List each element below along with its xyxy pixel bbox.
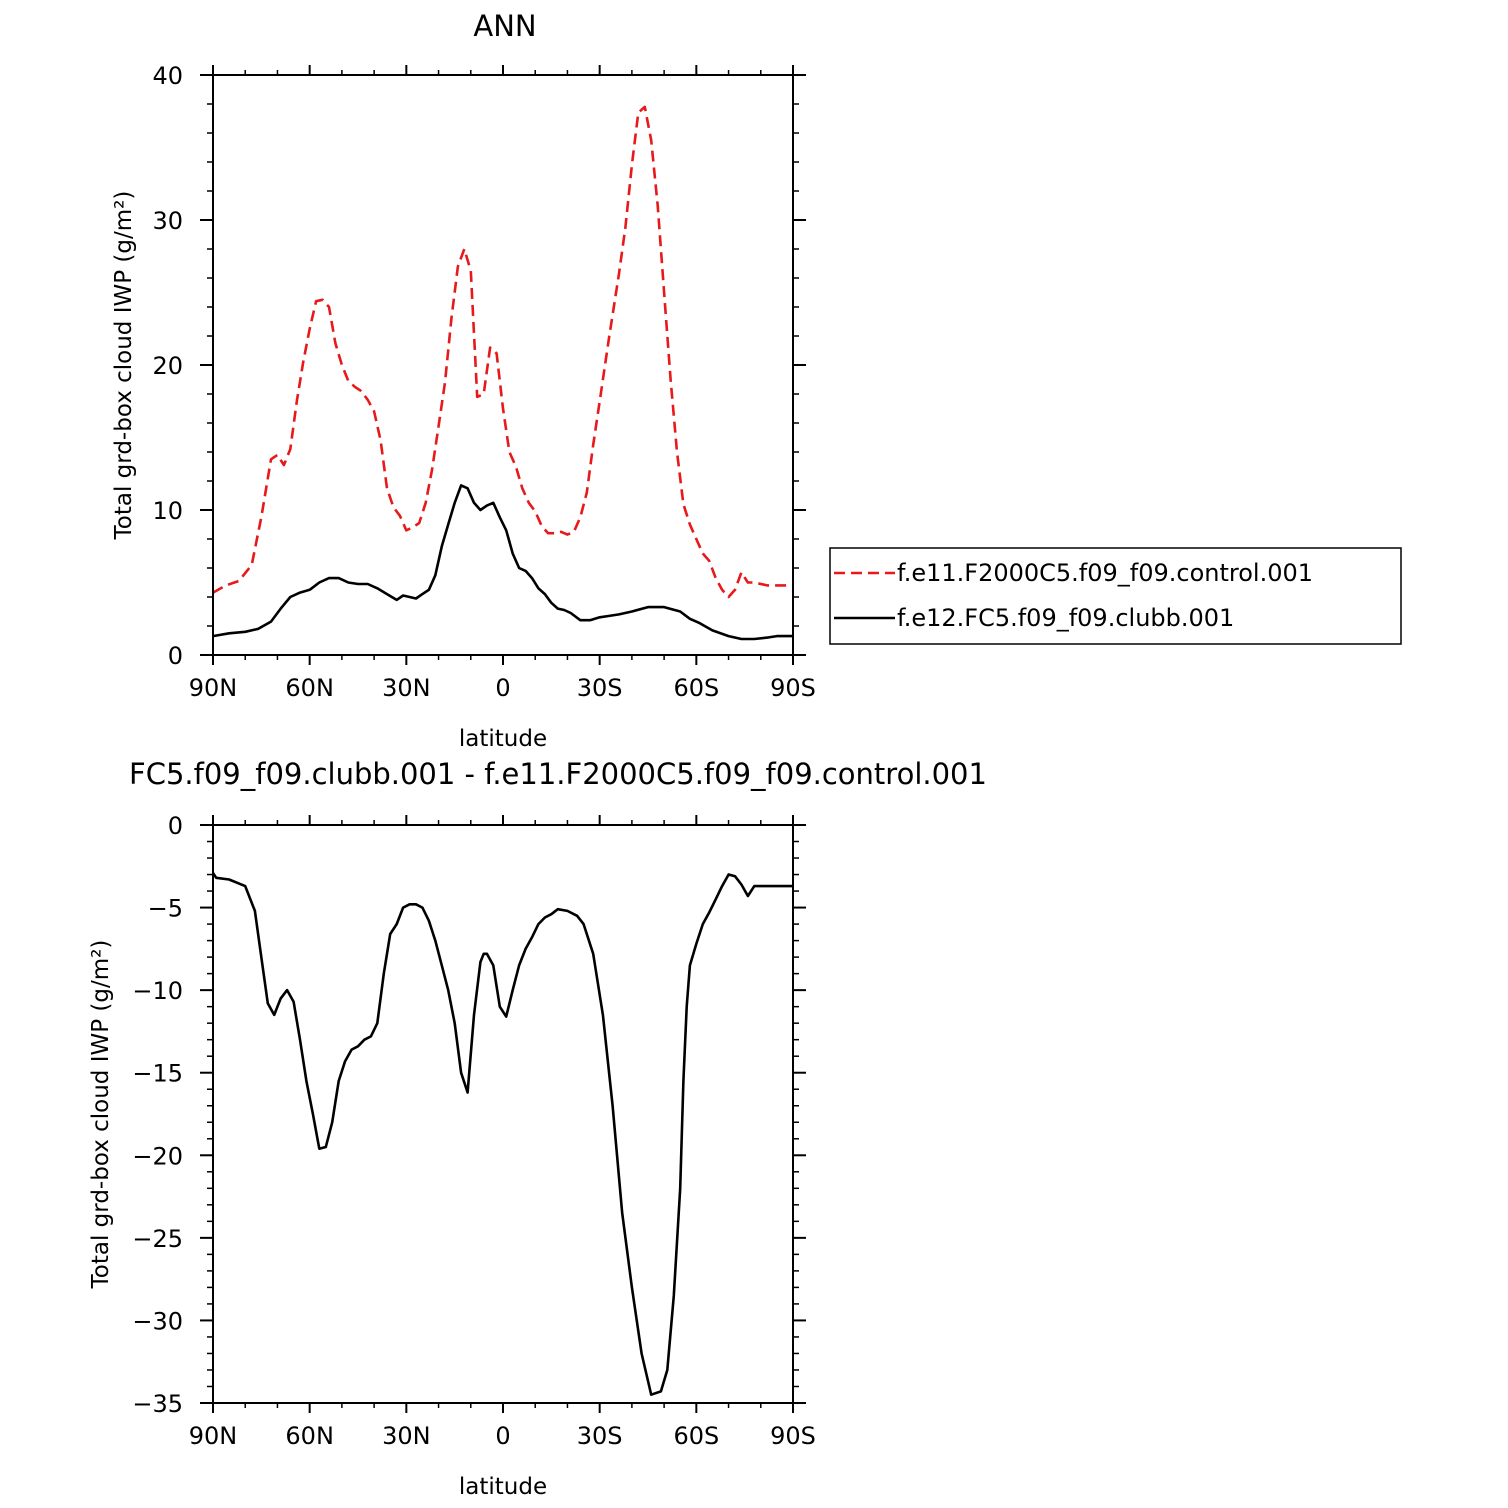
y-tick-label: 30 xyxy=(152,207,183,235)
top-panel-title: ANN xyxy=(473,9,536,43)
top-plot-frame xyxy=(212,74,794,656)
x-tick-label: 60N xyxy=(285,1422,334,1450)
y-tick-label: −10 xyxy=(132,977,183,1005)
top-x-axis-label: latitude xyxy=(459,726,547,752)
top-y-axis-label: Total grd-box cloud IWP (g/m²) xyxy=(111,191,137,541)
x-tick-label: 30S xyxy=(577,1422,623,1450)
x-tick-label: 0 xyxy=(495,1422,510,1450)
y-tick-label: 0 xyxy=(168,642,183,670)
series-line-1-0 xyxy=(211,872,793,1396)
legend-label-control: f.e11.F2000C5.f09_f09.control.001 xyxy=(897,559,1313,587)
bottom-panel: FC5.f09_f09.clubb.001 - f.e11.F2000C5.f0… xyxy=(88,757,987,1500)
x-tick-label: 30S xyxy=(577,674,623,702)
bottom-panel-ticks: 90N 60N 30N 0 30S 60S 90S 0 −5 −10 −15 −20 −25 −30 −35 xyxy=(132,812,816,1450)
bottom-plot-frame xyxy=(212,824,794,1404)
y-tick-label: −35 xyxy=(132,1390,183,1418)
y-tick-label: 0 xyxy=(168,812,183,840)
x-tick-label: 90S xyxy=(770,674,816,702)
bottom-panel-title: FC5.f09_f09.clubb.001 - f.e11.F2000C5.f0… xyxy=(129,757,987,791)
bottom-y-axis-label: Total grd-box cloud IWP (g/m²) xyxy=(88,940,114,1290)
bottom-x-axis-label: latitude xyxy=(459,1474,547,1500)
y-tick-label: −25 xyxy=(132,1225,183,1253)
y-tick-label: −15 xyxy=(132,1060,183,1088)
y-tick-label: −5 xyxy=(148,895,183,923)
x-tick-label: 30N xyxy=(382,674,431,702)
y-tick-label: 20 xyxy=(152,352,183,380)
series-line-0-1 xyxy=(212,484,793,641)
x-tick-label: 30N xyxy=(382,1422,431,1450)
bottom-panel-series xyxy=(211,872,793,1396)
x-tick-label: 0 xyxy=(495,674,510,702)
x-tick-label: 60N xyxy=(285,674,334,702)
x-tick-label: 90N xyxy=(189,1422,238,1450)
y-tick-label: −20 xyxy=(132,1142,183,1170)
legend: f.e11.F2000C5.f09_f09.control.001 f.e12.… xyxy=(829,547,1402,645)
x-tick-label: 90N xyxy=(189,674,238,702)
y-tick-label: 10 xyxy=(152,497,183,525)
top-panel: ANN 90N 60N 30N 0 30S 60S 90S 0 10 20 30 40 latitud… xyxy=(111,9,1402,752)
top-panel-series xyxy=(212,105,793,641)
top-panel-ticks: 90N 60N 30N 0 30S 60S 90S 0 10 20 30 40 xyxy=(152,62,815,702)
legend-label-clubb: f.e12.FC5.f09_f09.clubb.001 xyxy=(897,604,1234,632)
x-tick-label: 60S xyxy=(673,1422,719,1450)
x-tick-label: 90S xyxy=(770,1422,816,1450)
series-line-0-0 xyxy=(212,105,793,599)
x-tick-label: 60S xyxy=(673,674,719,702)
y-tick-label: 40 xyxy=(152,62,183,90)
legend-box xyxy=(829,547,1402,645)
y-tick-label: −30 xyxy=(132,1307,183,1335)
